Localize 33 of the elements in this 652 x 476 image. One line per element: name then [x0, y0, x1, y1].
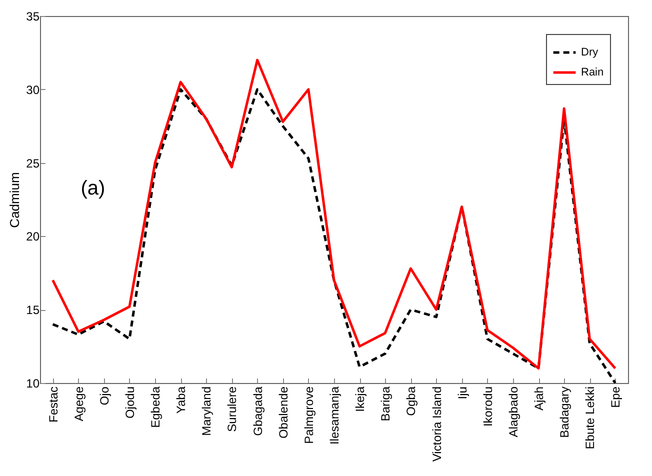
x-tick-label: Ojo	[97, 386, 112, 406]
x-tick-label: Maryland	[200, 386, 214, 436]
x-tick-label: Ebute Lekki	[583, 386, 598, 450]
x-tick-label: Festac	[46, 386, 60, 423]
x-tick-label: Epe	[608, 386, 623, 408]
legend-label: Rain	[581, 66, 604, 78]
x-tick-label: Egbeda	[148, 386, 163, 428]
x-tick-label: Obalende	[276, 386, 290, 439]
x-tick-label: Surulere	[225, 386, 240, 432]
x-tick-label: Ogba	[404, 386, 418, 416]
y-tick-label: 15	[26, 303, 40, 318]
x-tick-label: Ojodu	[122, 386, 137, 419]
y-axis-title: Cadmium	[7, 172, 22, 228]
x-tick-label: Ikeja	[353, 386, 368, 412]
x-tick-label: Victoria Island	[430, 386, 444, 462]
x-tick-label: Badagary	[558, 386, 572, 438]
x-tick-label: Agege	[72, 386, 86, 422]
x-tick-label: Bariga	[378, 386, 393, 422]
legend-label: Dry	[581, 46, 599, 58]
y-tick-label: 25	[26, 156, 40, 170]
x-tick-label: Iju	[455, 386, 470, 400]
x-tick-label: Ajah	[532, 386, 546, 411]
y-tick-label: 10	[26, 376, 40, 390]
x-tick-label: Ilesamanja	[328, 386, 342, 445]
x-tick-label: Palmgrove	[302, 386, 316, 444]
annotation: (a)	[80, 177, 106, 200]
y-tick-label: 35	[26, 10, 40, 24]
x-tick-label: Yaba	[174, 386, 188, 414]
x-tick-label: Gbagada	[250, 386, 265, 436]
x-tick-label: Ikorodu	[480, 386, 495, 427]
y-tick-label: 20	[26, 230, 40, 244]
x-tick-label: Alagbado	[506, 386, 520, 438]
y-tick-label: 30	[26, 82, 40, 97]
